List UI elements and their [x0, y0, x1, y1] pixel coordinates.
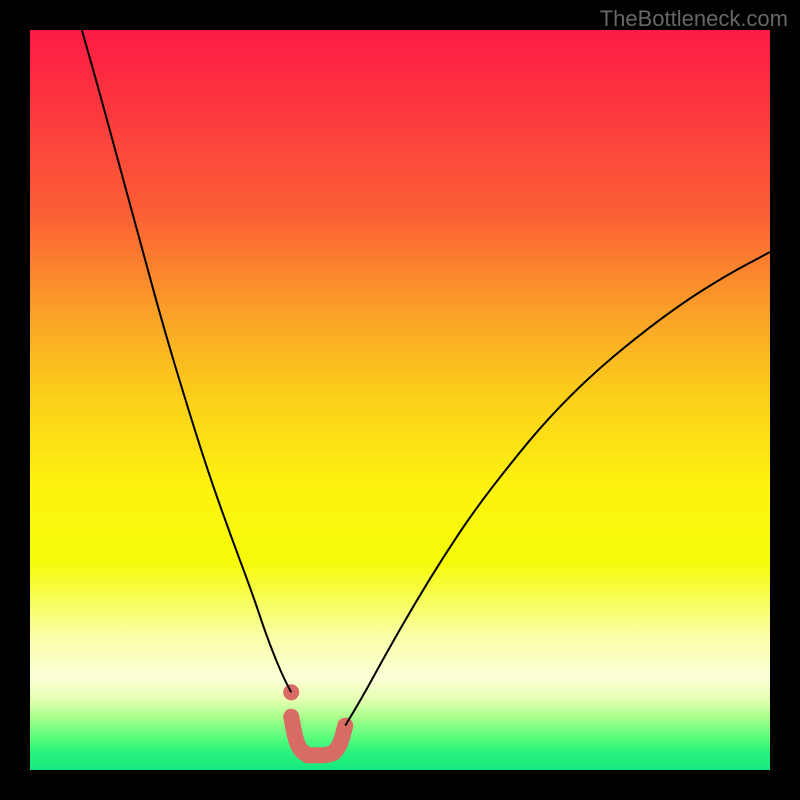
- watermark-text: TheBottleneck.com: [600, 6, 788, 32]
- plot-background: [30, 30, 770, 770]
- chart-canvas: [0, 0, 800, 800]
